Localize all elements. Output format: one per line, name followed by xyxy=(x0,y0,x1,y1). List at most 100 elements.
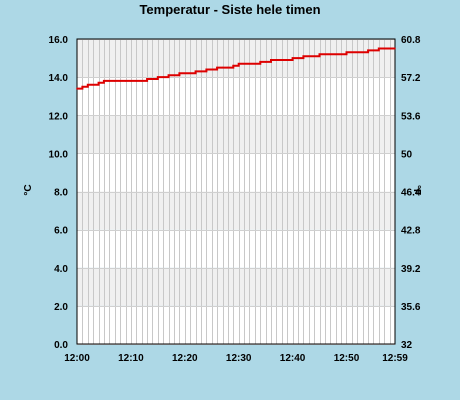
data-point xyxy=(205,68,208,71)
y-axis-left-ticks: 0.0 2.0 4.0 6.0 8.0 10.0 12.0 14.0 16.0 xyxy=(49,35,69,351)
data-point xyxy=(124,80,127,82)
data-point xyxy=(329,53,332,56)
data-point xyxy=(189,72,191,75)
data-point xyxy=(367,49,369,52)
plot-border xyxy=(76,38,396,345)
data-point xyxy=(243,63,245,65)
data-point xyxy=(97,82,100,84)
data-point xyxy=(275,59,278,61)
data-point xyxy=(103,80,105,82)
data-point xyxy=(297,57,299,59)
data-point xyxy=(248,63,251,65)
data-point xyxy=(221,66,224,69)
data-point xyxy=(130,80,132,82)
x-axis-ticks: 12:00 12:10 12:20 12:30 12:40 12:50 12:59 xyxy=(64,353,408,364)
x-tick-label: 12:30 xyxy=(226,353,252,364)
plot-band xyxy=(77,115,395,154)
y-axis-label-left: °C xyxy=(23,184,34,195)
data-point xyxy=(361,51,364,54)
y-axis-right-ticks: 32 35.6 39.2 42.8 46.4 50 53.6 57.2 60.8 xyxy=(401,35,421,351)
plot-band xyxy=(77,153,395,192)
data-point xyxy=(81,85,84,88)
data-point xyxy=(135,80,138,82)
y-tick-label-right: 60.8 xyxy=(401,35,421,46)
plot-band xyxy=(77,305,395,344)
data-point xyxy=(254,63,256,65)
data-point xyxy=(313,55,316,57)
data-point xyxy=(345,51,348,54)
data-point xyxy=(259,61,262,63)
plot-band xyxy=(77,191,395,230)
y-tick-label-right: 57.2 xyxy=(401,73,421,84)
data-point xyxy=(351,51,353,54)
y-tick-label-left: 4.0 xyxy=(54,264,68,275)
data-point xyxy=(151,78,154,80)
chart-title: Temperatur - Siste hele timen xyxy=(139,2,320,17)
data-point xyxy=(178,72,181,75)
data-point xyxy=(108,80,111,82)
data-point xyxy=(308,55,310,57)
y-tick-label-right: 39.2 xyxy=(401,264,421,275)
data-point xyxy=(184,72,186,75)
plot-band xyxy=(77,229,395,268)
plot-band xyxy=(77,77,395,116)
data-point xyxy=(388,47,391,50)
plot-background xyxy=(77,39,395,344)
data-point xyxy=(383,47,386,50)
data-point xyxy=(334,53,337,56)
data-point xyxy=(281,59,283,61)
data-point xyxy=(92,84,94,86)
y-tick-label-left: 0.0 xyxy=(54,340,68,351)
x-tick-label: 12:20 xyxy=(172,353,198,364)
y-tick-label-right: 35.6 xyxy=(401,302,421,313)
data-point xyxy=(210,68,213,71)
data-point xyxy=(200,70,202,73)
y-tick-label-left: 8.0 xyxy=(54,188,68,199)
data-point xyxy=(119,80,121,82)
x-tick-label: 12:40 xyxy=(280,353,306,364)
data-point xyxy=(140,80,143,82)
data-point xyxy=(216,66,218,69)
data-point xyxy=(324,53,326,56)
data-point xyxy=(264,61,267,63)
data-point xyxy=(146,78,148,80)
y-tick-label-right: 53.6 xyxy=(401,111,421,122)
data-point xyxy=(173,74,175,76)
y-tick-label-left: 10.0 xyxy=(49,149,69,160)
data-point xyxy=(194,70,197,73)
plot-band xyxy=(77,39,395,78)
plot-band xyxy=(77,267,395,306)
y-axis-label-right: °F xyxy=(411,185,422,195)
x-tick-label: 12:10 xyxy=(118,353,144,364)
data-point xyxy=(87,84,89,86)
y-tick-label-left: 2.0 xyxy=(54,302,68,313)
y-tick-label-right: 50 xyxy=(401,149,413,160)
data-point xyxy=(113,80,116,82)
data-point xyxy=(394,47,396,50)
y-tick-label-left: 14.0 xyxy=(49,73,69,84)
data-point xyxy=(286,59,289,61)
y-tick-label-right: 32 xyxy=(401,340,413,351)
x-tick-label: 12:59 xyxy=(382,353,408,364)
y-tick-label-right: 46.4 xyxy=(401,188,421,199)
data-point xyxy=(291,57,294,59)
y-tick-label-left: 6.0 xyxy=(54,226,68,237)
data-point xyxy=(167,74,170,76)
data-point xyxy=(162,76,164,78)
data-point xyxy=(318,53,321,56)
data-point xyxy=(340,53,342,56)
data-point xyxy=(237,63,240,65)
data-point xyxy=(270,59,272,61)
series-layer xyxy=(76,47,396,90)
vertical-gridlines xyxy=(82,39,391,344)
data-point xyxy=(227,66,229,69)
data-point xyxy=(157,76,159,78)
y-tick-label-right: 42.8 xyxy=(401,226,421,237)
data-point xyxy=(76,87,78,90)
data-point xyxy=(302,55,305,57)
data-point xyxy=(372,49,375,52)
temperature-series-line xyxy=(77,47,395,90)
data-point xyxy=(378,47,380,50)
y-tick-label-left: 16.0 xyxy=(49,35,69,46)
